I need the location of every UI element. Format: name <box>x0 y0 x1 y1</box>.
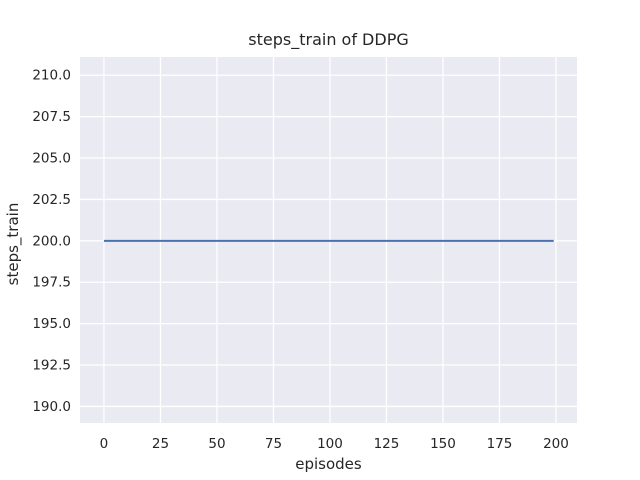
x-tick-label: 50 <box>208 436 225 452</box>
y-tick-label: 210.0 <box>32 68 71 84</box>
y-tick-label: 192.5 <box>32 358 71 374</box>
y-tick-label: 205.0 <box>32 151 71 167</box>
chart-title: steps_train of DDPG <box>248 30 409 49</box>
x-tick-label: 200 <box>543 436 569 452</box>
x-axis-label: episodes <box>295 455 362 473</box>
x-tick-label: 25 <box>152 436 169 452</box>
x-tick-label: 125 <box>374 436 400 452</box>
y-tick-label: 190.0 <box>32 399 71 415</box>
y-tick-label: 197.5 <box>32 275 71 291</box>
y-tick-label: 202.5 <box>32 192 71 208</box>
y-tick-label: 195.0 <box>32 316 71 332</box>
x-tick-label: 100 <box>317 436 343 452</box>
y-tick-label: 207.5 <box>32 109 71 125</box>
y-tick-label: 200.0 <box>32 233 71 249</box>
x-tick-label: 75 <box>265 436 282 452</box>
y-axis-label: steps_train <box>4 202 22 286</box>
x-tick-label: 175 <box>487 436 513 452</box>
x-tick-label: 0 <box>100 436 109 452</box>
x-tick-label: 150 <box>430 436 456 452</box>
